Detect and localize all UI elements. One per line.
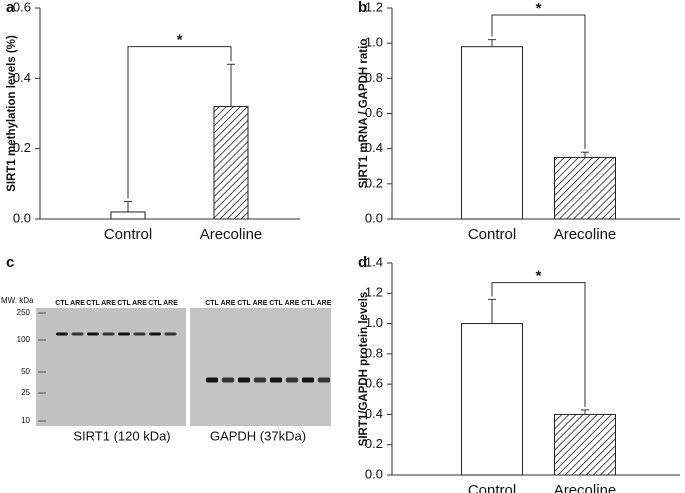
protein-band — [149, 332, 161, 336]
protein-band — [238, 377, 250, 383]
significance-bracket — [491, 282, 586, 407]
protein-band — [318, 377, 330, 383]
protein-band — [206, 377, 218, 383]
significance-bracket — [491, 14, 586, 150]
y-tick-label: 0.8 — [365, 345, 383, 360]
x-tick-label: Arecoline — [554, 482, 617, 493]
protein-band — [102, 332, 115, 336]
y-tick-label: 0.4 — [365, 406, 383, 421]
panel-label: d — [358, 254, 367, 271]
y-tick-label: 1.4 — [365, 254, 383, 269]
protein-band — [164, 332, 177, 336]
y-tick-label: 0.8 — [365, 70, 383, 85]
x-tick-label: Arecoline — [200, 226, 263, 243]
mw-marker: 250 — [17, 308, 31, 317]
significance-bracket — [127, 46, 232, 199]
y-tick-label: 0.0 — [365, 210, 383, 225]
mw-marker: 100 — [17, 335, 31, 344]
x-tick-label: Arecoline — [554, 226, 617, 243]
gel — [36, 308, 186, 426]
panel-label: b — [358, 0, 367, 16]
lane-label: CTL — [301, 300, 315, 307]
lane-label: CTL — [117, 300, 131, 307]
y-tick-label: 1.2 — [365, 0, 383, 14]
mw-marker: 50 — [21, 367, 30, 376]
y-tick-label: 1.0 — [365, 315, 383, 330]
western-blot: c MW. kDa SIRT1 (120 kDa) GAPDH (37kDa) … — [1, 254, 332, 443]
lane-label: CTL — [55, 300, 69, 307]
gel — [190, 308, 331, 426]
y-tick-label: 0.0 — [365, 466, 383, 481]
lane-label: ARE — [70, 300, 85, 307]
mw-marker: 10 — [21, 416, 30, 425]
y-tick-label: 0.2 — [13, 140, 31, 155]
protein-band — [56, 332, 68, 336]
protein-band — [222, 377, 234, 383]
significance-label: * — [536, 268, 542, 285]
y-tick-label: 1.0 — [365, 35, 383, 50]
y-axis-label: SIRT1/GAPDH protein levels — [358, 292, 370, 447]
lane-label: ARE — [221, 300, 236, 307]
x-tick-label: Control — [104, 226, 152, 243]
lane-label: CTL — [269, 300, 283, 307]
bar — [213, 105, 249, 220]
bar — [461, 46, 523, 220]
lane-label: CTL — [237, 300, 251, 307]
panel-label: a — [6, 0, 15, 16]
blot-caption: GAPDH (37kDa) — [210, 428, 306, 443]
chart: d SIRT1/GAPDH protein levels 0.0 0.2 0.4 0.6 0… — [358, 254, 680, 493]
protein-band — [118, 332, 130, 336]
protein-band — [254, 377, 266, 383]
y-tick-label: 0.2 — [365, 436, 383, 451]
lane-label: CTL — [148, 300, 162, 307]
y-tick-label: 0.2 — [365, 175, 383, 190]
protein-band — [133, 332, 146, 336]
y-tick-label: 0.6 — [365, 105, 383, 120]
y-tick-label: 1.2 — [365, 285, 383, 300]
bar — [461, 323, 523, 476]
x-tick-label: Control — [468, 482, 516, 493]
lane-label: ARE — [285, 300, 300, 307]
y-tick-label: 0.4 — [365, 140, 383, 155]
lane-label: ARE — [163, 300, 178, 307]
bar — [554, 413, 616, 476]
lane-label: CTL — [86, 300, 100, 307]
x-tick-label: Control — [468, 226, 516, 243]
y-tick-label: 0.6 — [365, 376, 383, 391]
panel-label: c — [6, 254, 14, 271]
protein-band — [286, 377, 298, 383]
lane-label: ARE — [101, 300, 116, 307]
lane-label: ARE — [132, 300, 147, 307]
chart: b SIRT1 mRNA / GAPDH ratio 0.0 0.2 0.4 0.6 0.8… — [358, 0, 680, 243]
significance-label: * — [536, 0, 542, 17]
y-axis-label: SIRT1 mRNA / GAPDH ratio — [358, 39, 370, 189]
lane-label: ARE — [253, 300, 268, 307]
protein-band — [302, 377, 314, 383]
lane-label: ARE — [317, 300, 332, 307]
y-axis-label: SIRT1 methylation levels (%) — [6, 35, 18, 192]
bar — [554, 156, 616, 220]
significance-label: * — [177, 32, 183, 49]
mw-marker: 25 — [21, 388, 30, 397]
y-tick-label: 0.0 — [13, 210, 31, 225]
y-tick-label: 0.6 — [13, 0, 31, 14]
mw-heading: MW. kDa — [1, 296, 34, 305]
protein-band — [270, 377, 282, 383]
chart: a SIRT1 methylation levels (%) 0.0 0.2 0.4 0.… — [6, 0, 300, 243]
protein-band — [87, 332, 99, 336]
y-tick-label: 0.4 — [13, 70, 31, 85]
lane-label: CTL — [205, 300, 219, 307]
blot-caption: SIRT1 (120 kDa) — [73, 428, 170, 443]
protein-band — [71, 332, 84, 336]
bar — [110, 211, 146, 220]
